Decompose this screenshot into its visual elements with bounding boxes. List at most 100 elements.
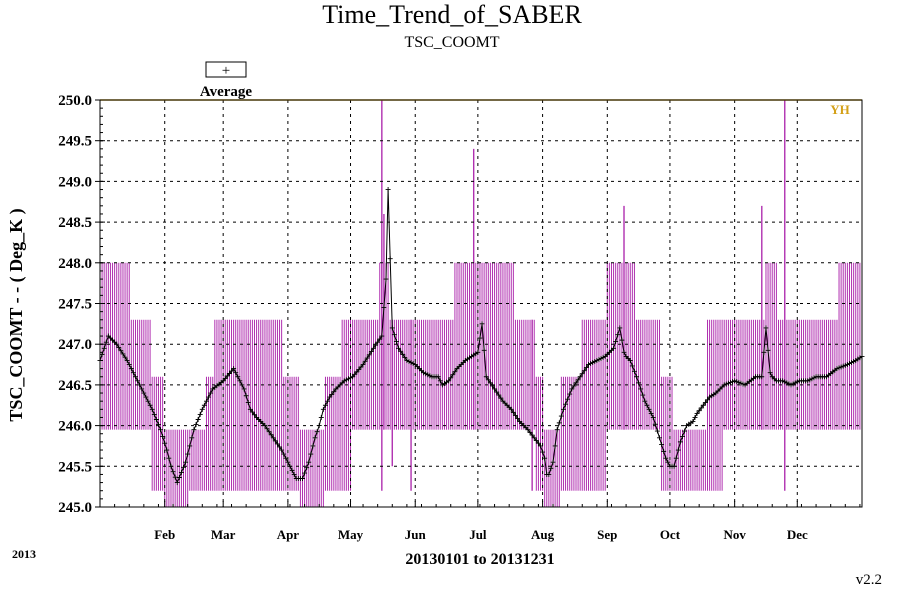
average-marker <box>525 427 531 433</box>
average-line <box>99 189 863 484</box>
average-marker <box>274 441 280 447</box>
y-tick-label: 249.0 <box>58 174 92 190</box>
average-marker <box>130 370 136 376</box>
average-marker <box>673 455 679 461</box>
average-marker <box>241 386 247 392</box>
average-marker <box>761 349 767 355</box>
average-marker <box>318 414 324 420</box>
average-marker <box>285 459 291 465</box>
average-marker <box>496 392 502 398</box>
average-marker <box>475 349 481 355</box>
chart-title-group: Time_Trend_of_SABER TSC_COOMT <box>322 0 582 51</box>
average-marker <box>663 455 669 461</box>
average-marker <box>277 444 283 450</box>
average-marker <box>700 402 706 408</box>
x-tick-label: Dec <box>787 527 808 542</box>
average-marker <box>379 333 385 339</box>
average-marker <box>679 433 685 439</box>
average-marker <box>231 366 237 372</box>
average-marker <box>377 336 383 342</box>
average-marker <box>498 395 504 401</box>
x-tick-label: Mar <box>211 527 236 542</box>
average-marker <box>191 427 197 433</box>
average-marker <box>237 378 243 384</box>
average-marker <box>360 362 366 368</box>
average-marker <box>569 386 575 392</box>
chart-subtitle: TSC_COOMT <box>404 34 499 51</box>
average-marker <box>124 357 130 363</box>
average-marker <box>327 394 333 400</box>
plot-area: 245.0 245.5 246.0 246.5 247.0 247.5 248.0 248.5… <box>58 93 865 542</box>
average-marker <box>132 374 138 380</box>
average-marker <box>251 412 257 418</box>
average-marker <box>402 354 408 360</box>
chart-title: Time_Trend_of_SABER <box>322 0 582 29</box>
y-tick-label: 248.5 <box>58 215 92 231</box>
average-marker <box>308 451 314 457</box>
average-marker <box>567 391 573 397</box>
average-marker <box>692 414 698 420</box>
average-marker <box>375 339 381 345</box>
average-marker <box>387 256 393 262</box>
average-marker <box>283 455 289 461</box>
average-marker <box>101 345 107 351</box>
average-marker <box>145 398 151 404</box>
average-marker <box>268 432 274 438</box>
average-marker <box>479 321 485 327</box>
average-marker <box>483 374 489 380</box>
average-marker <box>629 363 635 369</box>
average-marker <box>368 349 374 355</box>
y-tick-label: 246.0 <box>58 419 92 435</box>
average-marker <box>195 416 201 422</box>
average-marker <box>615 332 621 338</box>
average-marker <box>652 421 658 427</box>
average-marker <box>640 392 646 398</box>
y-tick-label: 247.5 <box>58 297 92 313</box>
y-tick-label: 250.0 <box>58 93 92 109</box>
average-marker <box>537 443 543 449</box>
x-tick-label: Nov <box>723 527 746 542</box>
average-marker <box>650 414 656 420</box>
average-marker <box>575 377 581 383</box>
average-marker <box>563 401 569 407</box>
average-marker <box>181 464 187 470</box>
average-marker <box>289 467 295 473</box>
average-marker <box>155 422 161 428</box>
y-tick-label: 245.5 <box>58 459 92 475</box>
average-marker <box>613 338 619 344</box>
average-marker <box>172 474 178 480</box>
average-marker <box>682 428 688 434</box>
average-marker <box>540 449 546 455</box>
average-marker <box>677 439 683 445</box>
average-series <box>97 187 865 486</box>
average-marker <box>489 383 495 389</box>
x-tick-label: Oct <box>660 527 681 542</box>
average-marker <box>702 400 708 406</box>
average-marker <box>694 410 700 416</box>
average-marker <box>143 394 149 400</box>
average-marker <box>481 347 487 353</box>
average-marker <box>235 374 241 380</box>
x-tick-label: Apr <box>277 527 300 542</box>
average-marker <box>765 347 771 353</box>
average-marker <box>183 459 189 465</box>
average-marker <box>391 332 397 338</box>
average-marker <box>450 372 456 378</box>
average-marker <box>533 438 539 444</box>
average-marker <box>137 382 143 388</box>
average-marker <box>266 429 272 435</box>
average-marker <box>621 349 627 355</box>
average-marker <box>364 355 370 361</box>
average-marker <box>203 398 209 404</box>
average-marker <box>571 383 577 389</box>
average-marker <box>316 423 322 429</box>
average-marker <box>197 411 203 417</box>
average-marker <box>249 409 255 415</box>
average-marker <box>515 415 521 421</box>
average-marker <box>160 433 166 439</box>
average-marker <box>577 374 583 380</box>
average-marker <box>437 378 443 384</box>
average-marker <box>103 339 109 345</box>
average-marker <box>187 443 193 449</box>
